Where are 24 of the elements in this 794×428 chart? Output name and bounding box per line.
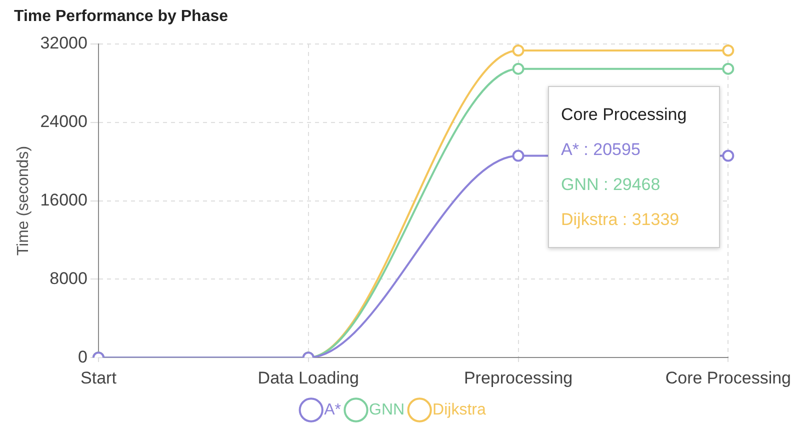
y-tick-label: 8000 <box>50 268 88 288</box>
point <box>512 62 524 75</box>
x-tick-label: Core Processing <box>665 368 792 388</box>
legend-label: Dijkstra <box>432 401 486 418</box>
legend-label: GNN <box>369 401 405 418</box>
x-tick-label: Preprocessing <box>464 368 573 388</box>
x-tick-label: Data Loading <box>258 368 359 388</box>
y-tick-label: 16000 <box>40 190 88 210</box>
y-tick-label: 24000 <box>40 112 88 132</box>
point <box>722 150 734 162</box>
annotation: Dijkstra : 31339 <box>561 209 680 231</box>
point <box>722 62 734 75</box>
x-tick-label: Start <box>80 368 117 388</box>
annotation: A* : 20595 <box>561 139 642 161</box>
y-tick-label: 32000 <box>40 34 88 53</box>
annotation: GNN : 29468 <box>561 174 662 196</box>
point <box>722 44 734 56</box>
legend-label: A* <box>324 401 342 418</box>
y-axis-title: Time (seconds) <box>15 146 32 256</box>
annotation: Core Processing <box>561 104 688 126</box>
chart-title: Time Performance by Phase <box>14 8 228 26</box>
y-tick-label: 0 <box>78 347 88 366</box>
point <box>512 150 524 162</box>
point <box>512 44 524 56</box>
